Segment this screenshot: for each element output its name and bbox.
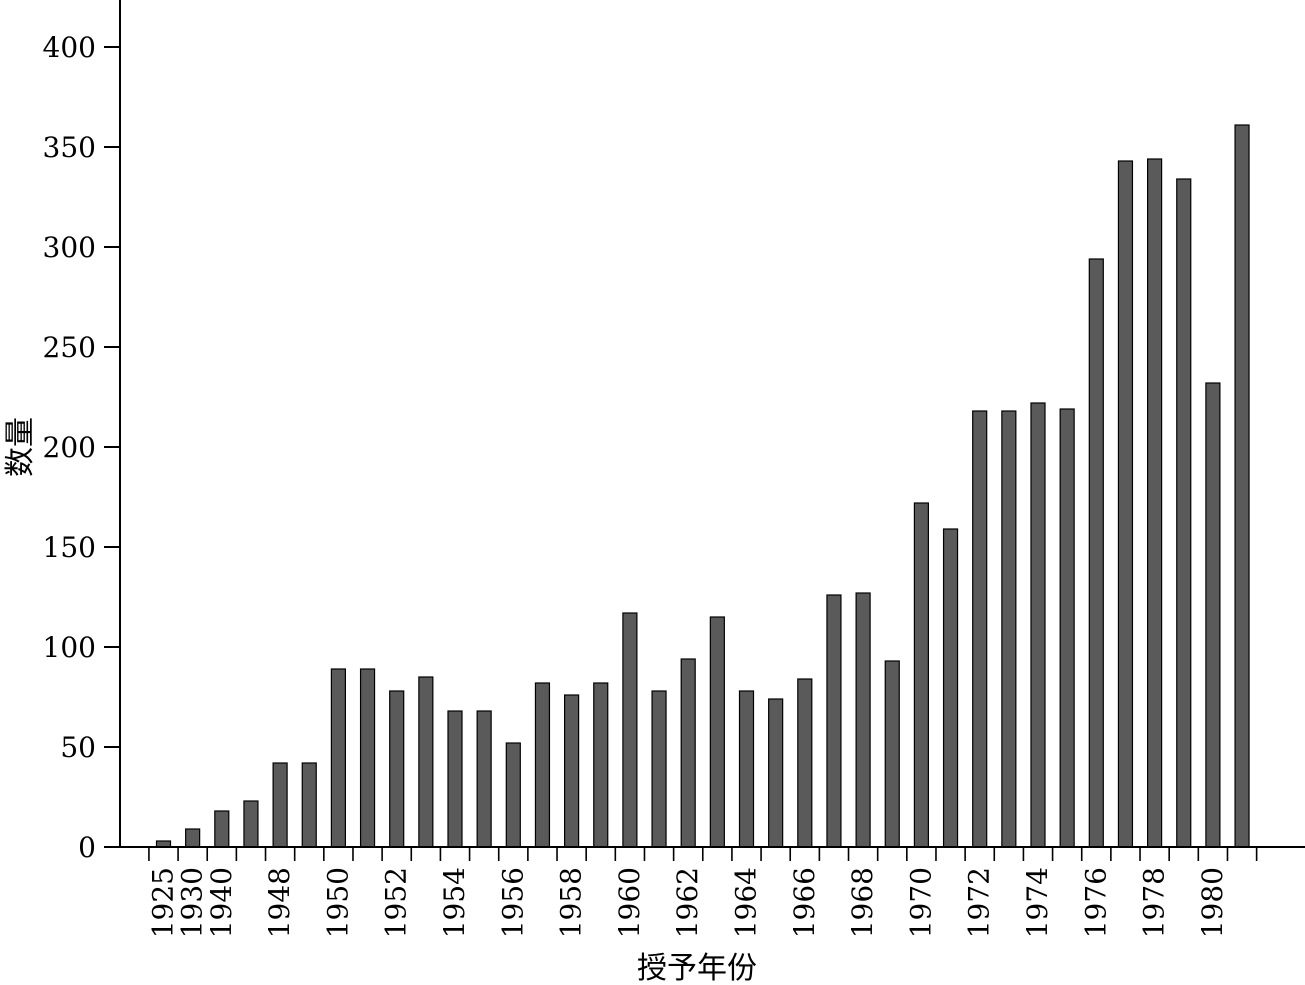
bar-1964	[738, 690, 755, 848]
x-tick-label-1940: 1940	[205, 867, 238, 938]
x-tick-label-1960: 1960	[613, 867, 646, 938]
x-tick-label-1980: 1980	[1196, 867, 1229, 938]
x-tick-label-1962: 1962	[671, 867, 704, 938]
bar-1956	[505, 742, 521, 848]
bar-1970	[913, 502, 930, 848]
bar-1953	[418, 676, 434, 848]
x-tick-label-1954: 1954	[438, 867, 471, 938]
bar-1961	[651, 690, 667, 848]
y-tick-label-0: 0	[78, 831, 96, 864]
bar-1930	[185, 828, 201, 848]
bar-1962	[680, 658, 696, 848]
x-tick-label-1952: 1952	[380, 867, 413, 938]
x-tick-label-1966: 1966	[788, 867, 821, 938]
y-tick-label-250: 250	[43, 331, 96, 364]
y-tick-label-400: 400	[43, 31, 96, 64]
bar-1960	[622, 612, 638, 848]
bar-1940	[214, 810, 230, 848]
bar-1959	[593, 682, 609, 848]
bar-1974	[1030, 402, 1046, 848]
bar-1972	[972, 410, 988, 848]
bar-1955	[476, 710, 492, 848]
bar-1968	[855, 592, 871, 848]
bar-1963	[709, 616, 725, 848]
bar-1967	[826, 594, 842, 848]
y-tick-label-300: 300	[43, 231, 96, 264]
bar-1965	[768, 698, 784, 848]
y-tick-label-350: 350	[43, 131, 96, 164]
y-axis-title: 数量	[3, 417, 38, 477]
y-tick-label-200: 200	[43, 431, 96, 464]
bar-1973	[1001, 410, 1017, 848]
bar-1975	[1059, 408, 1075, 848]
bar-1949	[301, 762, 317, 848]
x-tick-label-1976: 1976	[1079, 867, 1112, 938]
x-tick-label-1964: 1964	[730, 867, 763, 938]
x-tick-label-1958: 1958	[555, 867, 588, 938]
x-tick-label-1968: 1968	[846, 867, 879, 938]
x-tick-label-1948: 1948	[263, 867, 296, 938]
x-tick-label-1974: 1974	[1021, 867, 1054, 938]
bar-1954	[447, 710, 463, 848]
x-tick-label-1950: 1950	[321, 867, 354, 938]
bar-1950	[330, 668, 346, 848]
y-tick-label-150: 150	[43, 531, 96, 564]
x-axis-title: 授予年份	[637, 951, 757, 985]
y-tick-label-50: 50	[60, 731, 96, 764]
y-tick-label-100: 100	[43, 631, 96, 664]
bar-1978	[1146, 158, 1163, 848]
x-tick-label-1970: 1970	[904, 867, 937, 938]
bar-1946	[243, 800, 259, 848]
axes-group	[119, 0, 1305, 848]
bar-1976	[1088, 258, 1104, 848]
bar-1957	[534, 682, 551, 848]
x-tick-label-1956: 1956	[496, 867, 529, 938]
bar-1971	[942, 528, 959, 848]
x-tick-label-1978: 1978	[1138, 867, 1171, 938]
bar-1977	[1117, 160, 1134, 848]
bar-1980	[1205, 382, 1221, 848]
bar-1952	[389, 690, 405, 848]
bar-1958	[563, 694, 580, 848]
bar-1966	[797, 678, 813, 848]
bar-1969	[884, 660, 900, 848]
x-tick-label-1930: 1930	[176, 867, 209, 938]
x-tick-label-1925: 1925	[147, 867, 180, 938]
bar-1951	[359, 668, 376, 848]
bar-1981	[1234, 124, 1250, 848]
bars-group	[155, 124, 1250, 848]
bar-1948	[272, 762, 288, 848]
x-tick-label-1972: 1972	[963, 867, 996, 938]
y-ticks-group: 0 50 100 150 200 250 300 350 400	[43, 31, 120, 864]
bar-1979	[1176, 178, 1192, 848]
